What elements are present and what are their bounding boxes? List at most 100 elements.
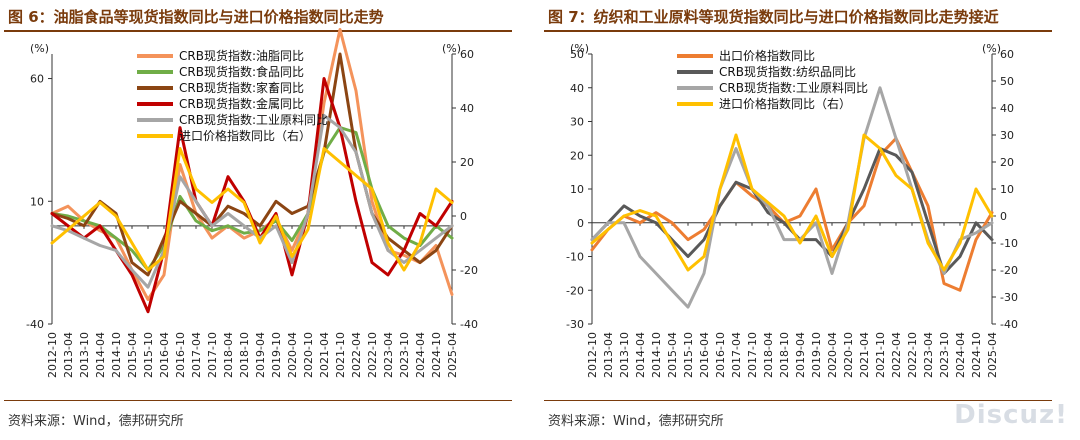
x-tick-label: 2023-04 <box>922 332 935 378</box>
x-tick-label: 2023-10 <box>398 332 411 378</box>
x-tick-label: 2024-04 <box>414 332 427 378</box>
x-tick-label: 2016-04 <box>158 332 171 378</box>
x-tick-label: 2012-10 <box>46 332 59 378</box>
series-line-4 <box>50 113 454 289</box>
title-divider <box>4 30 512 32</box>
x-tick-label: 2015-10 <box>682 332 695 378</box>
x-tick-label: 2017-10 <box>746 332 759 378</box>
y-left-tick-label: 60 <box>30 73 44 86</box>
x-tick-label: 2013-04 <box>62 332 75 378</box>
y-left-tick-label: -40 <box>26 318 44 331</box>
x-tick-label: 2024-04 <box>954 332 967 378</box>
y-left-tick-label: -20 <box>566 284 584 297</box>
series-line-5 <box>50 147 454 272</box>
y-right-tick-label: 20 <box>1000 156 1014 169</box>
x-tick-label: 2017-04 <box>190 332 203 378</box>
x-tick-label: 2015-10 <box>142 332 155 378</box>
legend-entry: CRB现货指数:金属同比 <box>179 96 304 111</box>
x-tick-label: 2020-04 <box>826 332 839 378</box>
x-tick-label: 2019-10 <box>270 332 283 378</box>
legend-entry: 出口价格指数同比 <box>719 48 815 63</box>
x-tick-label: 2013-10 <box>618 332 631 378</box>
x-tick-label: 2016-10 <box>174 332 187 378</box>
x-tick-label: 2021-04 <box>318 332 331 378</box>
legend-entry: 进口价格指数同比（右） <box>719 96 851 111</box>
x-tick-label: 2013-10 <box>78 332 91 378</box>
source-note: 资料来源：Wind，德邦研究所 <box>8 414 184 429</box>
x-tick-label: 2012-10 <box>586 332 599 378</box>
x-tick-label: 2014-10 <box>110 332 123 378</box>
chart-panel-right: 图 7：纺织和工业原料等现货指数同比与进口价格指数同比走势接近 (%) (%) 50… <box>540 0 1060 440</box>
legend-entry: CRB现货指数:工业原料同比 <box>719 80 868 95</box>
footer-divider <box>4 400 512 401</box>
y-right-tick-label: 60 <box>460 48 474 61</box>
x-tick-label: 2020-04 <box>286 332 299 378</box>
y-right-tick-label: 10 <box>1000 183 1014 196</box>
series-line-2 <box>590 86 994 309</box>
y-right-tick-label: 20 <box>460 156 474 169</box>
y-right-tick-label: -20 <box>460 264 478 277</box>
legend-entry: CRB现货指数:食品同比 <box>179 64 304 79</box>
x-tick-label: 2015-04 <box>126 332 139 378</box>
x-tick-label: 2014-04 <box>634 332 647 378</box>
y-left-tick-label: -30 <box>566 318 584 331</box>
x-tick-label: 2021-10 <box>874 332 887 378</box>
y-right-tick-label: 0 <box>1000 210 1007 223</box>
y-left-tick-label: 10 <box>570 183 584 196</box>
x-tick-label: 2019-04 <box>254 332 267 378</box>
x-tick-label: 2017-04 <box>730 332 743 378</box>
x-tick-label: 2023-04 <box>382 332 395 378</box>
x-tick-label: 2022-04 <box>890 332 903 378</box>
y-left-tick-label: 50 <box>570 48 584 61</box>
x-tick-label: 2013-04 <box>602 332 615 378</box>
left-unit-label: (%) <box>30 42 49 55</box>
title-divider <box>544 30 1052 32</box>
x-tick-label: 2021-10 <box>334 332 347 378</box>
x-tick-label: 2020-10 <box>302 332 315 378</box>
line-chart-7: (%) (%)50403020100-10-20-306050403020100-… <box>566 42 1018 378</box>
y-right-tick-label: -40 <box>460 318 478 331</box>
series-line-0 <box>590 136 994 292</box>
y-left-tick-label: 10 <box>30 195 44 208</box>
right-unit-label: (%) <box>442 42 461 55</box>
watermark-logo: Discuz! <box>954 400 1068 430</box>
legend-entry: 进口价格指数同比（右） <box>179 128 311 143</box>
chart-title: 图 7：纺织和工业原料等现货指数同比与进口价格指数同比走势接近 <box>548 8 999 26</box>
legend-entry: CRB现货指数:纺织品同比 <box>719 64 856 79</box>
x-tick-label: 2014-04 <box>94 332 107 378</box>
y-left-tick-label: -10 <box>566 251 584 264</box>
x-tick-label: 2022-10 <box>366 332 379 378</box>
y-right-tick-label: 40 <box>1000 102 1014 115</box>
x-tick-label: 2024-10 <box>970 332 983 378</box>
chart-panel-left: 图 6：油脂食品等现货指数同比与进口价格指数同比走势 (%) (%) 60 10 -40… <box>0 0 520 440</box>
x-tick-label: 2019-10 <box>810 332 823 378</box>
y-left-tick-label: 30 <box>570 116 584 129</box>
left-unit-label: (%) <box>570 42 589 55</box>
y-right-tick-label: -10 <box>1000 237 1018 250</box>
y-right-tick-label: -30 <box>1000 291 1018 304</box>
y-right-tick-label: 50 <box>1000 75 1014 88</box>
series-line-3 <box>590 133 994 272</box>
y-left-tick-label: 40 <box>570 82 584 95</box>
y-right-tick-label: 60 <box>1000 48 1014 61</box>
x-tick-label: 2018-10 <box>778 332 791 378</box>
x-tick-label: 2018-04 <box>222 332 235 378</box>
x-tick-label: 2025-04 <box>986 332 999 378</box>
legend-entry: CRB现货指数:工业原料同比 <box>179 112 328 127</box>
y-right-tick-label: 40 <box>460 102 474 115</box>
x-tick-label: 2015-04 <box>666 332 679 378</box>
y-left-tick-label: 20 <box>570 149 584 162</box>
legend-entry: CRB现货指数:油脂同比 <box>179 48 304 63</box>
y-right-tick-label: 30 <box>1000 129 1014 142</box>
y-right-tick-label: 0 <box>460 210 467 223</box>
right-unit-label: (%) <box>982 42 1001 55</box>
y-right-tick-label: -40 <box>1000 318 1018 331</box>
footer-divider <box>544 400 1052 401</box>
x-tick-label: 2022-04 <box>350 332 363 378</box>
x-tick-label: 2018-10 <box>238 332 251 378</box>
x-tick-label: 2018-04 <box>762 332 775 378</box>
x-tick-label: 2016-10 <box>714 332 727 378</box>
x-tick-label: 2021-04 <box>858 332 871 378</box>
x-tick-label: 2019-04 <box>794 332 807 378</box>
